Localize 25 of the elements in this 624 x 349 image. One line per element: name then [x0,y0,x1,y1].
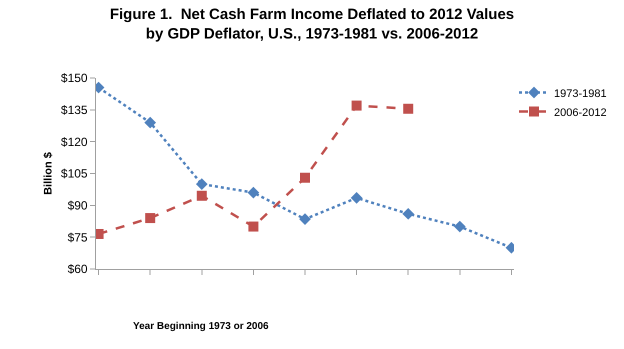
point [402,208,414,220]
point [144,116,156,128]
point [350,192,362,204]
point [299,213,311,225]
point [196,178,208,190]
legend-label: 2006-2012 [554,106,607,119]
x-axis-title: Year Beginning 1973 or 2006 [133,321,270,332]
y-tick-label: $135 [60,103,88,118]
point [196,190,207,201]
point [248,222,258,232]
chart-title: Figure 1. Net Cash Farm Income Deflated to 2012 Values by GDP Deflator, U.S., 1973-1981 vs. 2006-2012 [110,6,514,43]
point [454,220,466,232]
y-tick-label: $60 [68,262,88,276]
y-tick-label: $90 [68,198,88,213]
legend-label: 1973-1981 [554,88,607,100]
y-tick-label: $150 [60,71,88,86]
point [300,172,310,183]
y-axis-title: Billion $ [42,152,55,195]
y-tick-label: $120 [60,134,88,149]
y-tick-label: $75 [68,230,88,244]
point [145,213,156,224]
point [403,104,414,114]
point [248,186,260,198]
point [352,100,362,111]
y-tick-label: $105 [60,166,88,181]
